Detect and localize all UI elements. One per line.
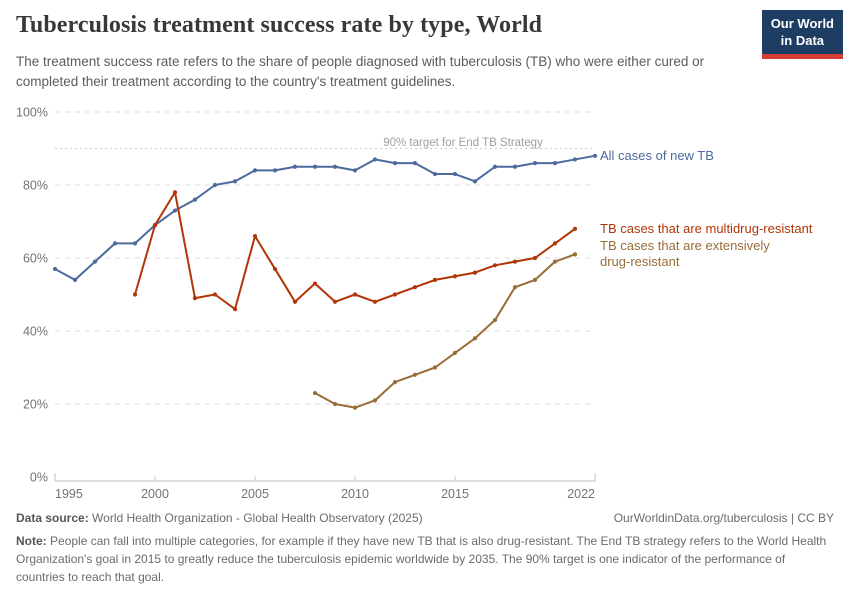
series-point xyxy=(172,190,178,195)
chart-subtitle: The treatment success rate refers to the… xyxy=(16,54,705,90)
target-line-label: 90% target for End TB Strategy xyxy=(383,137,543,149)
series-point xyxy=(212,182,218,188)
series-point xyxy=(472,336,478,341)
series-point xyxy=(312,390,318,396)
series-point xyxy=(332,164,338,169)
series-point xyxy=(152,223,158,228)
series-point xyxy=(572,226,578,231)
series-point xyxy=(172,208,178,213)
source-row: Data source: World Health Organization -… xyxy=(16,511,834,525)
series-label-multidrug-resistant: TB cases that are multidrug-resistant xyxy=(600,221,813,236)
series-point xyxy=(572,157,578,162)
x-tick-label: 2005 xyxy=(241,487,269,501)
series-point xyxy=(552,161,558,166)
series-point xyxy=(192,296,198,301)
series-point xyxy=(592,153,598,158)
page-title: Tuberculosis treatment success rate by t… xyxy=(16,12,543,38)
series-point xyxy=(492,164,498,169)
x-tick-label: 2022 xyxy=(567,487,595,501)
series-point xyxy=(532,255,538,261)
series-point xyxy=(552,241,558,246)
series-point xyxy=(312,164,318,169)
series-point xyxy=(412,161,418,166)
series-point xyxy=(292,164,298,169)
footer: Data source: World Health Organization -… xyxy=(16,511,834,586)
series-point xyxy=(472,179,478,184)
series-point xyxy=(452,274,458,279)
series-point xyxy=(72,277,78,282)
datasource-text: World Health Organization - Global Healt… xyxy=(92,511,423,525)
series-line-1 xyxy=(134,191,576,311)
series-point xyxy=(352,292,358,297)
series-point xyxy=(572,252,578,257)
series-point xyxy=(552,259,558,264)
series-point xyxy=(352,168,358,173)
series-point xyxy=(452,171,458,177)
owid-logo: Our World in Data xyxy=(761,10,843,60)
y-tick-label: 20% xyxy=(23,398,48,412)
series-line-0 xyxy=(54,154,596,281)
note-label: Note: xyxy=(16,534,47,548)
y-tick-label: 40% xyxy=(23,325,48,339)
datasource-label: Data source: xyxy=(16,511,89,525)
series-point xyxy=(312,281,318,286)
x-tick-label: 2015 xyxy=(441,487,469,501)
series-point xyxy=(512,259,518,264)
series-label-all-new-tb: All cases of new TB xyxy=(600,148,714,163)
logo-text-line2: in Data xyxy=(780,32,825,48)
series-point xyxy=(192,197,198,202)
series-point xyxy=(232,307,238,312)
series-point xyxy=(232,179,238,184)
logo-text-line1: Our World xyxy=(770,16,834,31)
series-point xyxy=(212,292,218,297)
series-point xyxy=(372,299,378,304)
series-point xyxy=(332,401,338,407)
series-point xyxy=(132,241,138,246)
series-point xyxy=(112,241,118,246)
series-point xyxy=(392,380,398,385)
series-point xyxy=(472,270,478,275)
series-point xyxy=(92,259,98,264)
x-tick-label: 2000 xyxy=(141,487,169,501)
series-point xyxy=(432,365,438,370)
datasource-line: Data source: World Health Organization -… xyxy=(16,511,423,525)
series-point xyxy=(452,350,458,355)
y-tick-label: 0% xyxy=(30,471,48,485)
series-point xyxy=(272,168,278,173)
citation-link[interactable]: OurWorldinData.org/tuberculosis | CC BY xyxy=(613,511,834,525)
series-point xyxy=(52,266,58,272)
x-tick-label: 1995 xyxy=(55,487,83,501)
series-point xyxy=(412,285,418,290)
series-point xyxy=(252,168,258,173)
x-tick-label: 2010 xyxy=(341,487,369,501)
series-point xyxy=(512,285,518,290)
series-point xyxy=(332,299,338,304)
series-point xyxy=(412,372,418,377)
series-point xyxy=(512,164,518,169)
series-point xyxy=(492,263,498,268)
series-line-2 xyxy=(314,253,576,409)
series-point xyxy=(532,277,538,282)
series-point xyxy=(392,292,398,297)
y-tick-label: 100% xyxy=(16,106,48,120)
series-point xyxy=(252,234,258,239)
series-point xyxy=(432,277,438,282)
series-point xyxy=(532,161,538,166)
series-point xyxy=(372,398,378,403)
note-block: Note: People can fall into multiple cate… xyxy=(16,533,834,586)
series-point xyxy=(292,299,298,304)
y-tick-label: 60% xyxy=(23,252,48,266)
series-point xyxy=(272,266,278,272)
series-point xyxy=(372,157,378,162)
series-point xyxy=(432,171,438,177)
note-text: People can fall into multiple categories… xyxy=(16,534,827,584)
series-label-extensively-drug-resistant: TB cases that are extensively drug-resis… xyxy=(600,238,770,269)
series-point xyxy=(132,292,138,297)
y-tick-label: 80% xyxy=(23,179,48,193)
series-point xyxy=(352,405,358,410)
series-point xyxy=(492,317,498,323)
series-point xyxy=(392,161,398,166)
